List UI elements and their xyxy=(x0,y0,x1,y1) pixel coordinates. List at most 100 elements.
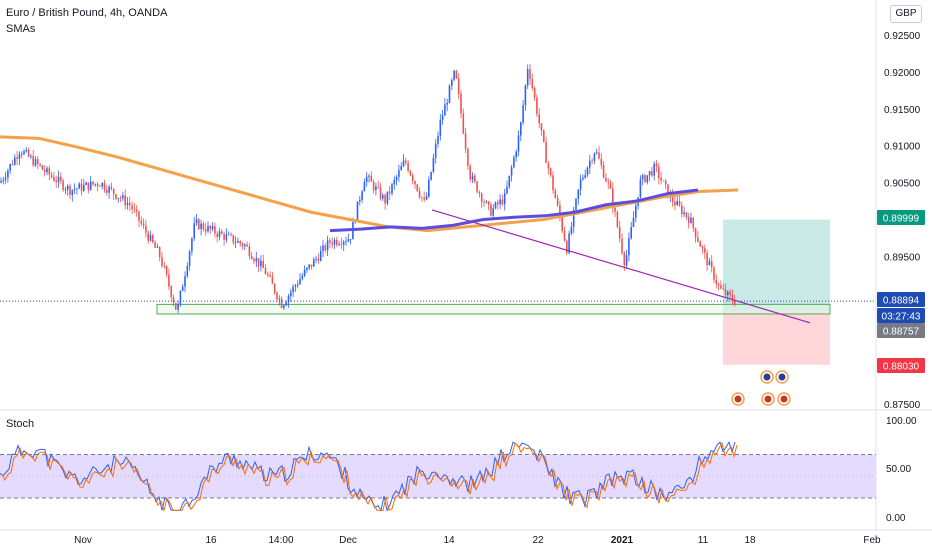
candle-body xyxy=(579,179,582,190)
candle-body xyxy=(115,194,117,199)
candle-body xyxy=(641,175,644,180)
candle-body xyxy=(411,175,414,181)
candle-body xyxy=(591,160,593,162)
candle-body xyxy=(227,234,230,236)
trendline xyxy=(431,209,811,324)
candle-body xyxy=(441,115,444,120)
candle-body xyxy=(694,227,697,238)
oscillator-label: Stoch xyxy=(6,418,35,430)
candle-body xyxy=(202,223,205,230)
candle-body xyxy=(303,269,306,276)
candle-body xyxy=(421,196,423,198)
x-tick-label: Feb xyxy=(863,535,881,546)
candle-body xyxy=(126,202,129,206)
candle-body xyxy=(85,182,87,185)
candle-body xyxy=(697,237,699,242)
candle-body xyxy=(246,244,248,247)
candle-body xyxy=(405,160,407,163)
candle-body xyxy=(402,160,405,167)
currency-selector[interactable]: GBP xyxy=(890,5,922,23)
candle-body xyxy=(11,164,14,165)
candle-body xyxy=(727,291,729,296)
candle-body xyxy=(186,265,189,277)
candle-body xyxy=(478,192,481,194)
candle-body xyxy=(34,159,37,166)
candle-body xyxy=(384,195,386,204)
stoch-tick-label: 0.00 xyxy=(886,513,906,524)
candle-body xyxy=(172,297,175,303)
candle-body xyxy=(308,264,310,268)
candle-body xyxy=(223,233,225,240)
candle-body xyxy=(48,168,51,175)
candle-body xyxy=(651,171,653,176)
candle-body xyxy=(513,157,515,168)
candle-body xyxy=(570,226,573,234)
candle-body xyxy=(188,251,191,266)
candle-body xyxy=(209,225,212,230)
candle-body xyxy=(501,199,504,205)
candle-body xyxy=(717,283,720,286)
y-tick-label: 0.91500 xyxy=(884,105,921,116)
candle-body xyxy=(41,165,44,170)
candle-body xyxy=(347,239,350,242)
candle-body xyxy=(375,186,377,191)
candle-body xyxy=(499,199,501,205)
candle-body xyxy=(106,189,108,193)
candle-body xyxy=(342,241,345,245)
candle-body xyxy=(483,201,485,203)
candle-body xyxy=(221,231,223,234)
candle-body xyxy=(453,70,455,80)
candle-body xyxy=(451,79,453,86)
stoch-tick-label: 50.00 xyxy=(886,464,911,475)
candle-body xyxy=(690,217,692,224)
candle-body xyxy=(377,186,379,188)
candle-body xyxy=(704,248,706,253)
candle-body xyxy=(471,175,474,180)
candle-body xyxy=(53,176,55,181)
candle-body xyxy=(393,180,396,185)
candle-body xyxy=(485,201,488,203)
candle-body xyxy=(290,292,292,296)
candle-body xyxy=(658,166,660,178)
candle-body xyxy=(287,295,290,303)
candle-body xyxy=(566,240,568,254)
candle-body xyxy=(630,227,632,239)
candle-body xyxy=(476,181,478,193)
candle-body xyxy=(232,235,235,243)
candle-body xyxy=(317,258,320,261)
candle-body xyxy=(655,163,658,167)
candle-body xyxy=(612,188,614,208)
candle-body xyxy=(414,180,416,185)
candle-body xyxy=(324,245,327,251)
candle-body xyxy=(83,184,85,191)
candle-body xyxy=(313,259,315,267)
candle-body xyxy=(437,135,439,144)
candle-body xyxy=(108,186,110,193)
candle-body xyxy=(467,148,469,166)
candle-body xyxy=(407,162,409,171)
candle-body xyxy=(522,105,524,123)
y-tick-label: 0.92500 xyxy=(884,31,921,42)
candle-body xyxy=(621,238,623,253)
candle-body xyxy=(273,283,276,293)
candle-body xyxy=(614,207,616,212)
candle-body xyxy=(434,143,437,158)
candle-body xyxy=(294,285,297,287)
candle-body xyxy=(577,189,580,199)
candle-body xyxy=(20,154,23,155)
candle-body xyxy=(200,223,202,230)
candle-body xyxy=(701,246,704,249)
candle-body xyxy=(122,195,124,199)
candle-body xyxy=(625,255,628,266)
candle-body xyxy=(195,219,198,224)
candle-body xyxy=(720,285,722,289)
x-tick-label: Dec xyxy=(339,535,357,546)
candle-body xyxy=(543,130,545,142)
x-tick-label: 11 xyxy=(698,535,709,546)
candle-body xyxy=(540,123,543,131)
candle-body xyxy=(257,258,260,267)
candle-body xyxy=(110,186,113,189)
candle-body xyxy=(598,152,600,159)
candle-body xyxy=(497,202,499,205)
